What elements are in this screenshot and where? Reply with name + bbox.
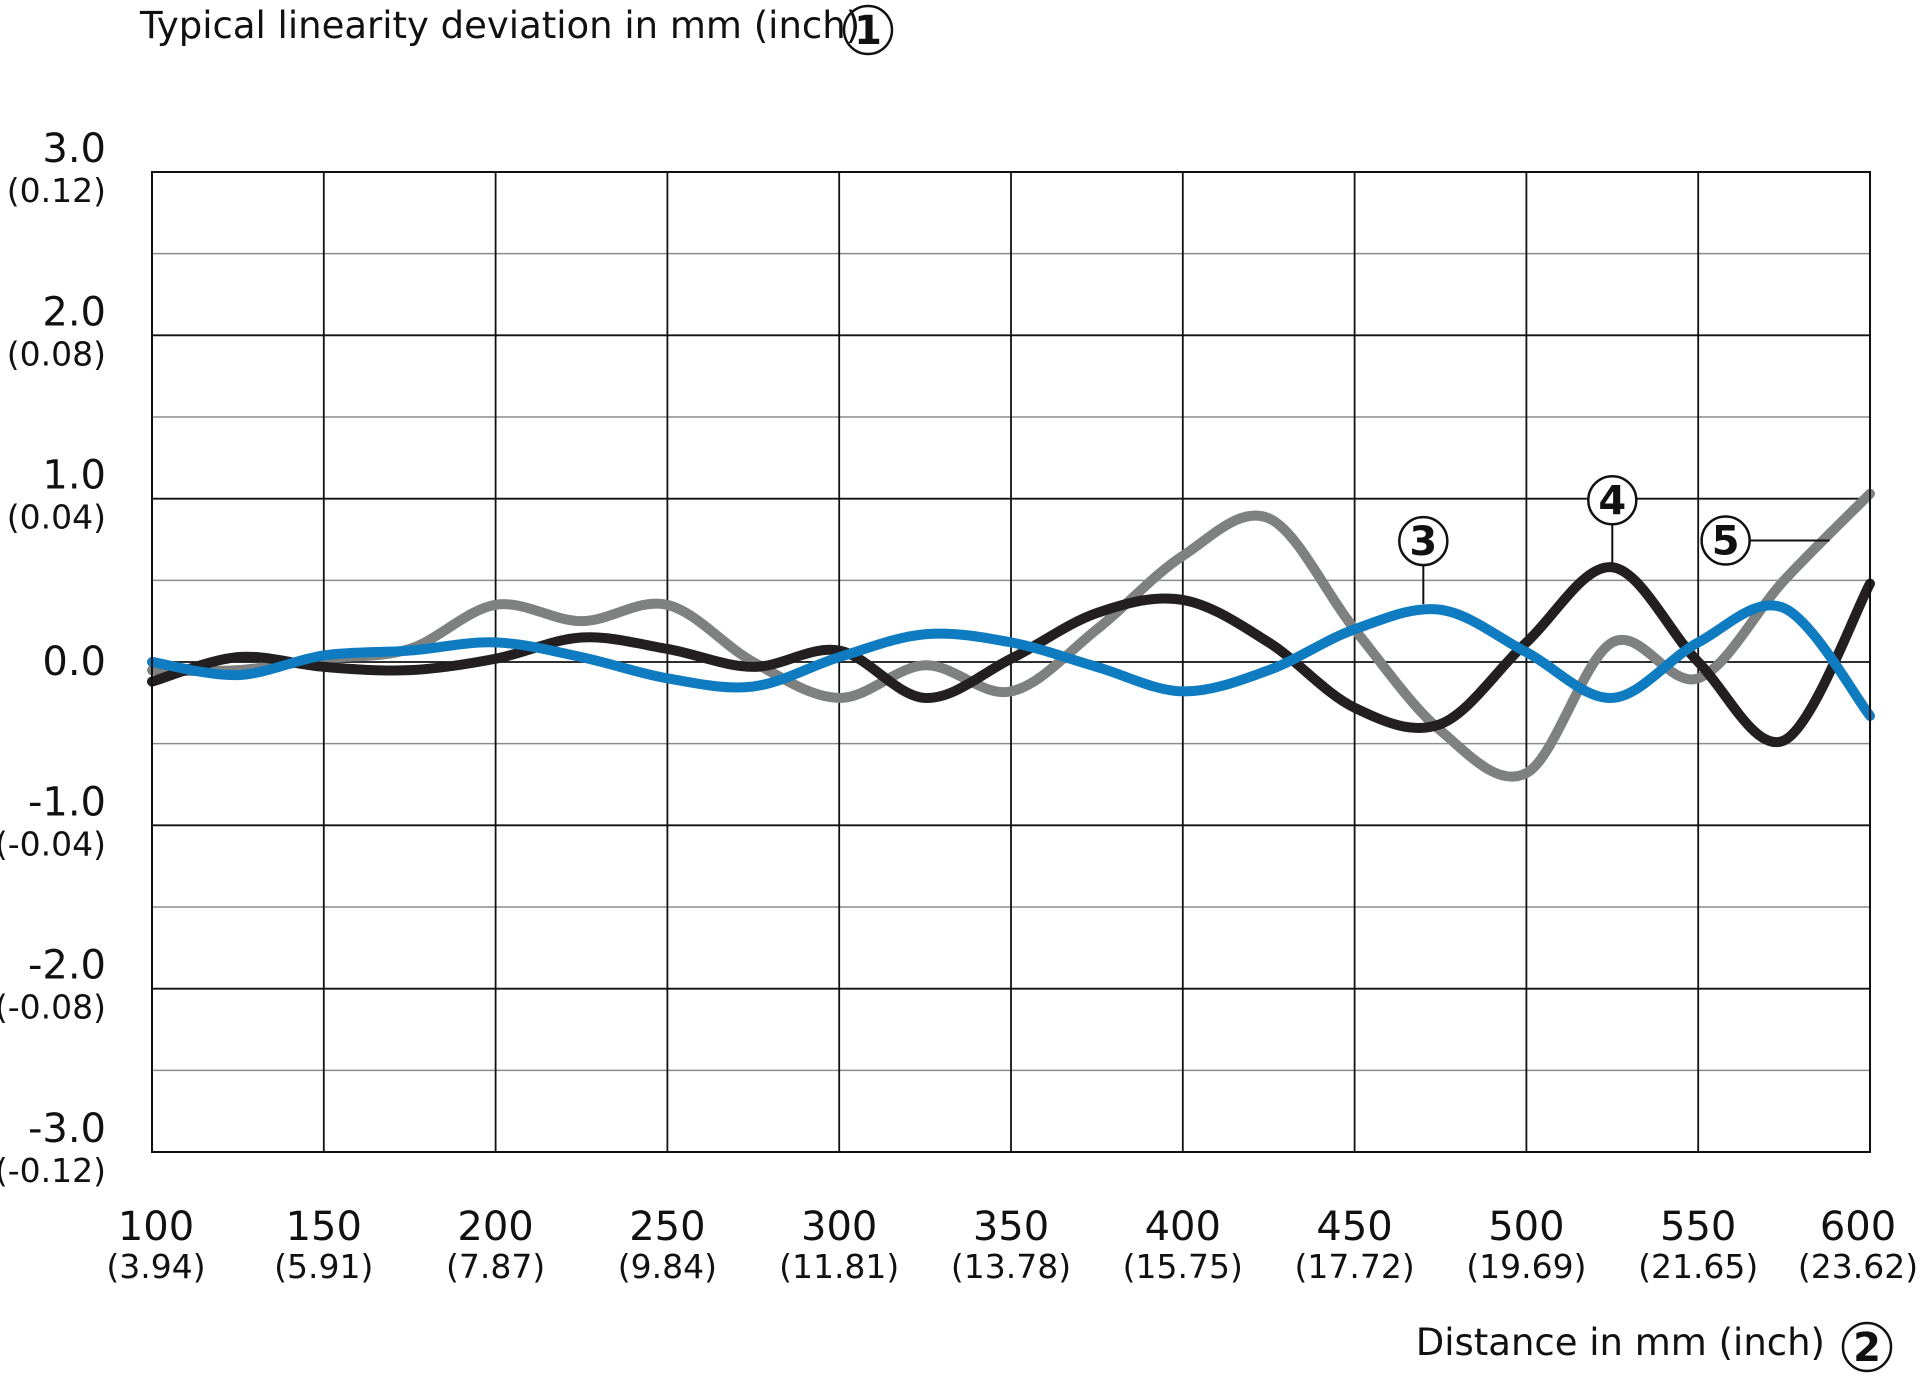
y-tick-labels: 3.0(0.12) 2.0(0.08) 1.0(0.04) 0.0 -1.0(-0.04… xyxy=(0,126,106,1190)
y-tick-sublabel: (-0.12) xyxy=(0,1151,106,1190)
callouts: 5 4 3 xyxy=(1398,475,1830,605)
y-tick-label: 3.0 xyxy=(42,126,106,172)
callout-circle xyxy=(1398,515,1449,567)
x-tick-sublabel: (13.78) xyxy=(951,1247,1071,1286)
x-tick-sublabel: (9.84) xyxy=(618,1247,717,1286)
series-layer xyxy=(147,488,1875,782)
x-axis-title: Distance in mm (inch) xyxy=(1416,1321,1825,1364)
x-tick-label: 550 xyxy=(1660,1204,1736,1250)
x-tick-label: 200 xyxy=(457,1204,533,1250)
plot-border xyxy=(151,171,1871,1153)
x-tick-sublabel: (19.69) xyxy=(1466,1247,1586,1286)
y-tick-label: 0.0 xyxy=(42,639,106,685)
series-line-3 xyxy=(147,600,1875,721)
y-axis-title: Typical linearity deviation in mm (inch) xyxy=(139,4,860,47)
y-tick-sublabel: (-0.08) xyxy=(0,988,106,1027)
x-tick-label: 150 xyxy=(286,1204,362,1250)
y-axis-title-group: Typical linearity deviation in mm (inch)… xyxy=(139,4,894,56)
y-tick-label: -3.0 xyxy=(28,1106,106,1152)
x-tick-label: 600 xyxy=(1820,1204,1896,1250)
x-axis-title-group: Distance in mm (inch) 2 xyxy=(1416,1321,1893,1373)
x-tick-sublabel: (15.75) xyxy=(1123,1247,1243,1286)
x-tick-label: 350 xyxy=(973,1204,1049,1250)
x-tick-sublabel: (21.65) xyxy=(1638,1247,1758,1286)
x-tick-label: 450 xyxy=(1316,1204,1392,1250)
callout-number: 3 xyxy=(1409,519,1437,565)
callout-5: 5 xyxy=(1700,515,1830,566)
y-tick-label: 1.0 xyxy=(42,453,106,499)
x-tick-label: 100 xyxy=(118,1204,194,1250)
x-tick-sublabel: (23.62) xyxy=(1798,1247,1918,1286)
x-tick-label: 300 xyxy=(801,1204,877,1250)
x-tick-sublabel: (11.81) xyxy=(779,1247,899,1286)
callout-circle xyxy=(1587,475,1638,526)
callout-circle xyxy=(1700,515,1751,566)
x-axis-title-marker-number: 2 xyxy=(1853,1325,1881,1371)
x-tick-label: 500 xyxy=(1488,1204,1564,1250)
callout-3: 3 xyxy=(1398,515,1449,605)
callout-number: 4 xyxy=(1598,478,1626,524)
y-tick-sublabel: (0.04) xyxy=(7,498,106,537)
y-tick-label: -1.0 xyxy=(28,779,106,825)
y-axis-title-marker: 1 xyxy=(842,4,894,56)
y-tick-label: -2.0 xyxy=(28,943,106,989)
x-axis-title-marker: 2 xyxy=(1841,1321,1893,1373)
y-tick-sublabel: (0.08) xyxy=(7,334,106,373)
callout-number: 5 xyxy=(1712,519,1740,565)
y-tick-sublabel: (0.12) xyxy=(7,171,106,210)
x-tick-sublabel: (3.94) xyxy=(106,1247,205,1286)
x-tick-sublabel: (5.91) xyxy=(274,1247,373,1286)
x-tick-label: 250 xyxy=(629,1204,705,1250)
callout-4: 4 xyxy=(1587,475,1638,564)
series-line-4 xyxy=(147,562,1875,748)
x-tick-sublabel: (17.72) xyxy=(1294,1247,1414,1286)
y-tick-sublabel: (-0.04) xyxy=(0,824,106,863)
y-tick-label: 2.0 xyxy=(42,289,106,335)
x-tick-label: 400 xyxy=(1145,1204,1221,1250)
x-tick-labels: 100(3.94)150(5.91)200(7.87)250(9.84)300(… xyxy=(106,1204,1918,1286)
x-tick-sublabel: (7.87) xyxy=(446,1247,545,1286)
plot-frame xyxy=(151,171,1871,1153)
y-axis-title-marker-number: 1 xyxy=(854,8,882,54)
